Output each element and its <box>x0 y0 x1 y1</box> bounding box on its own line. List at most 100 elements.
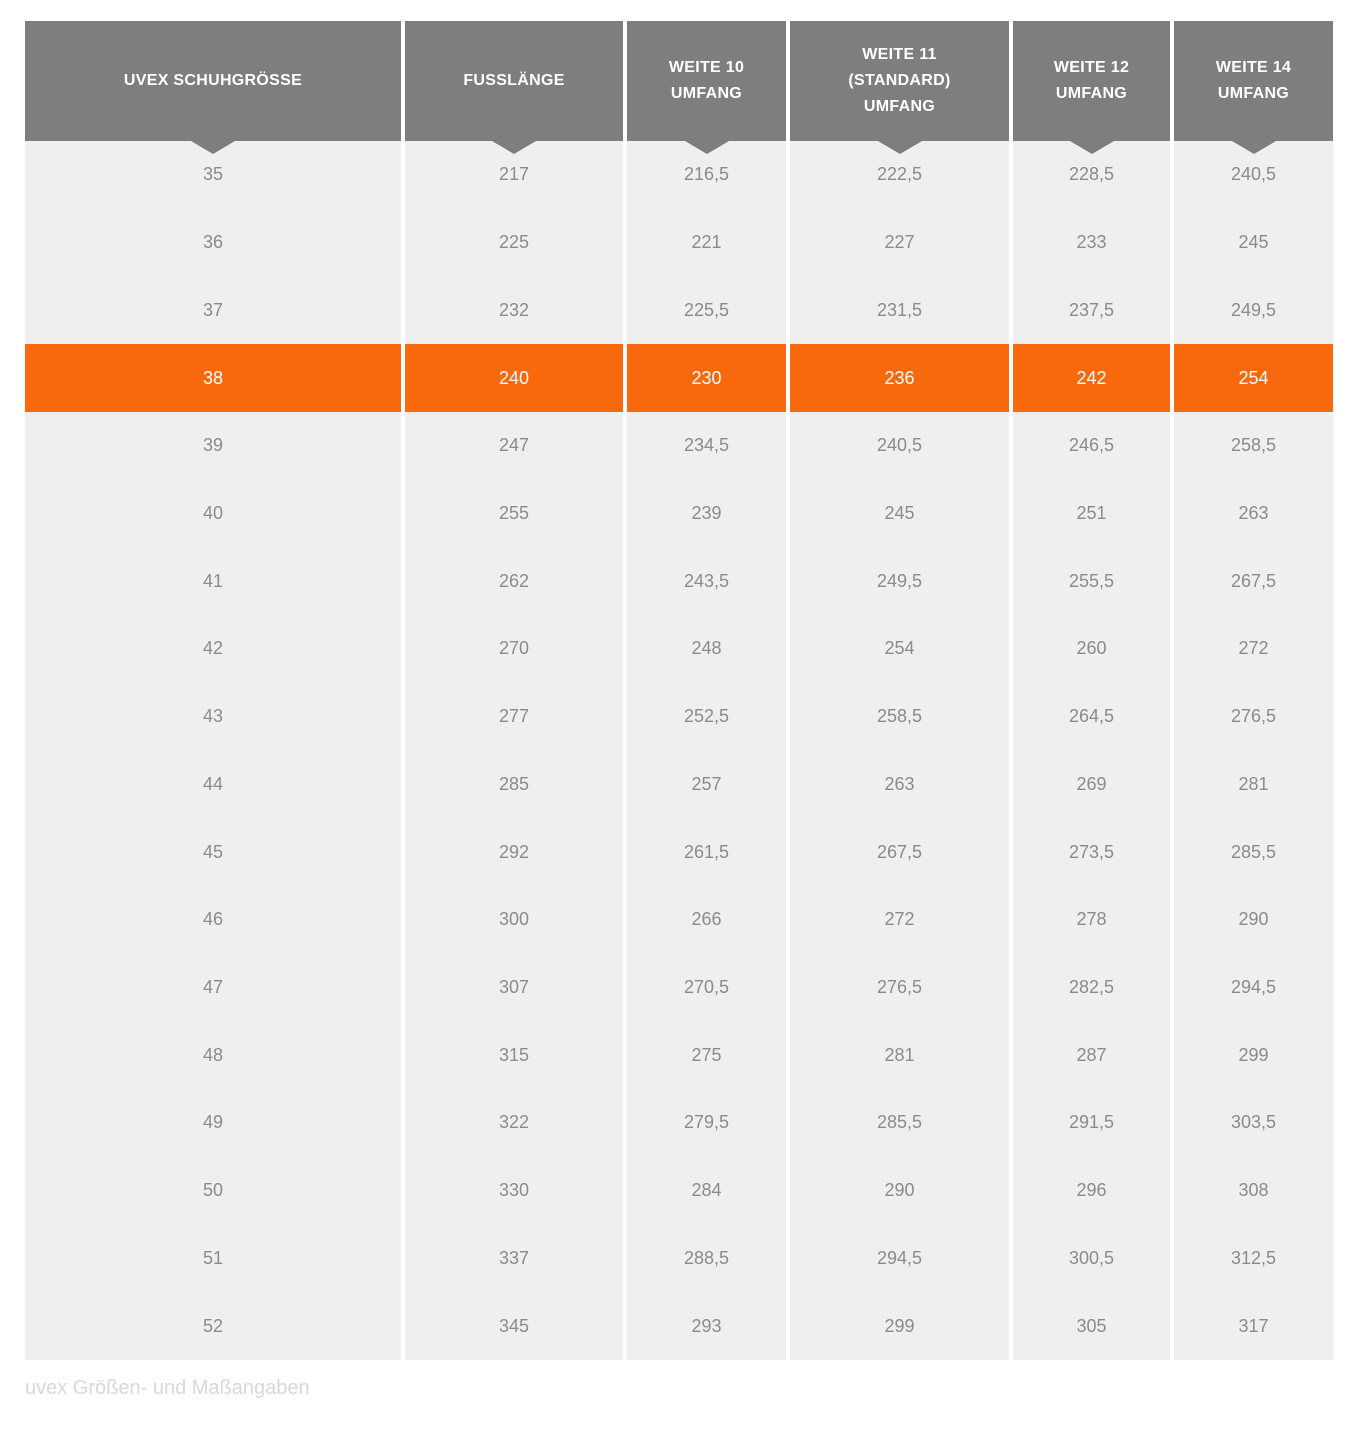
table-cell: 43 <box>25 682 401 751</box>
table-cell: 345 <box>405 1292 623 1360</box>
table-cell: 48 <box>25 1021 401 1090</box>
table-row[interactable]: 49 322 279,5 285,5 291,5 303,5 <box>25 1089 1333 1157</box>
table-row[interactable]: 39 247 234,5 240,5 246,5 258,5 <box>25 411 1333 480</box>
table-cell: 279,5 <box>627 1089 786 1157</box>
table-cell: 315 <box>405 1021 623 1090</box>
table-cell: 290 <box>790 1156 1009 1225</box>
table-cell: 240 <box>405 344 623 412</box>
table-cell: 270,5 <box>627 953 786 1022</box>
table-cell: 294,5 <box>790 1224 1009 1293</box>
table-cell: 40 <box>25 479 401 548</box>
table-cell: 312,5 <box>1174 1224 1333 1293</box>
table-cell: 247 <box>405 411 623 480</box>
table-row[interactable]: 48 315 275 281 287 299 <box>25 1021 1333 1090</box>
table-cell: 267,5 <box>1174 547 1333 616</box>
table-cell: 240,5 <box>790 411 1009 480</box>
column-header-label: WEITE 14 UMFANG <box>1215 59 1292 102</box>
size-table: UVEX SCHUHGRÖSSE FUSSLÄNGE WEITE 10 UMFA… <box>25 21 1333 1360</box>
column-header-uvex-schuhgroesse: UVEX SCHUHGRÖSSE <box>25 21 401 154</box>
table-cell: 49 <box>25 1089 401 1157</box>
table-cell: 222,5 <box>790 141 1009 209</box>
table-cell: 258,5 <box>1174 411 1333 480</box>
table-row[interactable]: 50 330 284 290 296 308 <box>25 1156 1333 1225</box>
column-header-label: UVEX SCHUHGRÖSSE <box>123 72 303 89</box>
table-cell: 284 <box>627 1156 786 1225</box>
table-row[interactable]: 40 255 239 245 251 263 <box>25 479 1333 548</box>
table-cell: 50 <box>25 1156 401 1225</box>
column-header-weite-12-umfang: WEITE 12 UMFANG <box>1013 21 1170 154</box>
column-header-weite-11-standard-umfang: WEITE 11 (STANDARD) UMFANG <box>790 21 1009 154</box>
table-cell: 277 <box>405 682 623 751</box>
table-cell: 288,5 <box>627 1224 786 1293</box>
table-row[interactable]: 41 262 243,5 249,5 255,5 267,5 <box>25 547 1333 616</box>
table-cell: 267,5 <box>790 818 1009 886</box>
column-header-label: FUSSLÄNGE <box>463 72 565 89</box>
table-cell: 263 <box>1174 479 1333 548</box>
table-cell: 228,5 <box>1013 141 1170 209</box>
table-row[interactable]: 47 307 270,5 276,5 282,5 294,5 <box>25 953 1333 1022</box>
table-cell: 47 <box>25 953 401 1022</box>
table-cell: 266 <box>627 885 786 954</box>
table-cell: 294,5 <box>1174 953 1333 1022</box>
table-cell: 232 <box>405 276 623 345</box>
table-cell: 239 <box>627 479 786 548</box>
column-header-label: WEITE 11 (STANDARD) UMFANG <box>848 46 951 115</box>
table-row[interactable]: 42 270 248 254 260 272 <box>25 615 1333 683</box>
table-cell: 221 <box>627 208 786 277</box>
table-cell: 39 <box>25 411 401 480</box>
table-cell: 285,5 <box>790 1089 1009 1157</box>
table-cell: 42 <box>25 615 401 683</box>
column-header-label: WEITE 10 UMFANG <box>668 59 745 102</box>
table-cell: 248 <box>627 615 786 683</box>
table-cell: 51 <box>25 1224 401 1293</box>
table-cell: 273,5 <box>1013 818 1170 886</box>
table-row[interactable]: 51 337 288,5 294,5 300,5 312,5 <box>25 1224 1333 1293</box>
table-row[interactable]: 38 240 230 236 242 254 <box>25 344 1333 412</box>
table-cell: 282,5 <box>1013 953 1170 1022</box>
table-cell: 249,5 <box>790 547 1009 616</box>
table-cell: 290 <box>1174 885 1333 954</box>
table-cell: 269 <box>1013 750 1170 819</box>
table-cell: 36 <box>25 208 401 277</box>
table-row[interactable]: 44 285 257 263 269 281 <box>25 750 1333 819</box>
table-cell: 46 <box>25 885 401 954</box>
table-cell: 293 <box>627 1292 786 1360</box>
table-cell: 305 <box>1013 1292 1170 1360</box>
table-cell: 291,5 <box>1013 1089 1170 1157</box>
arrow-down-icon <box>1231 141 1276 154</box>
table-cell: 262 <box>405 547 623 616</box>
table-cell: 254 <box>1174 344 1333 412</box>
table-cell: 234,5 <box>627 411 786 480</box>
table-cell: 261,5 <box>627 818 786 886</box>
table-cell: 300 <box>405 885 623 954</box>
table-cell: 287 <box>1013 1021 1170 1090</box>
table-row[interactable]: 43 277 252,5 258,5 264,5 276,5 <box>25 682 1333 751</box>
table-cell: 258,5 <box>790 682 1009 751</box>
table-body: 35 217 216,5 222,5 228,5 240,5 36 225 221 227 233 2… <box>25 141 1333 1360</box>
table-cell: 299 <box>1174 1021 1333 1090</box>
table-cell: 300,5 <box>1013 1224 1170 1293</box>
table-row[interactable]: 46 300 266 272 278 290 <box>25 885 1333 954</box>
table-cell: 37 <box>25 276 401 345</box>
table-cell: 276,5 <box>790 953 1009 1022</box>
table-row[interactable]: 52 345 293 299 305 317 <box>25 1292 1333 1360</box>
table-cell: 264,5 <box>1013 682 1170 751</box>
table-cell: 237,5 <box>1013 276 1170 345</box>
table-cell: 44 <box>25 750 401 819</box>
table-cell: 278 <box>1013 885 1170 954</box>
table-cell: 225 <box>405 208 623 277</box>
arrow-down-icon <box>877 141 922 154</box>
table-cell: 41 <box>25 547 401 616</box>
table-row[interactable]: 45 292 261,5 267,5 273,5 285,5 <box>25 818 1333 886</box>
table-row[interactable]: 36 225 221 227 233 245 <box>25 208 1333 277</box>
table-cell: 246,5 <box>1013 411 1170 480</box>
table-cell: 45 <box>25 818 401 886</box>
column-header-weite-14-umfang: WEITE 14 UMFANG <box>1174 21 1333 154</box>
table-cell: 255 <box>405 479 623 548</box>
table-row[interactable]: 37 232 225,5 231,5 237,5 249,5 <box>25 276 1333 345</box>
table-cell: 52 <box>25 1292 401 1360</box>
table-cell: 231,5 <box>790 276 1009 345</box>
table-cell: 255,5 <box>1013 547 1170 616</box>
arrow-down-icon <box>492 141 536 154</box>
table-cell: 252,5 <box>627 682 786 751</box>
